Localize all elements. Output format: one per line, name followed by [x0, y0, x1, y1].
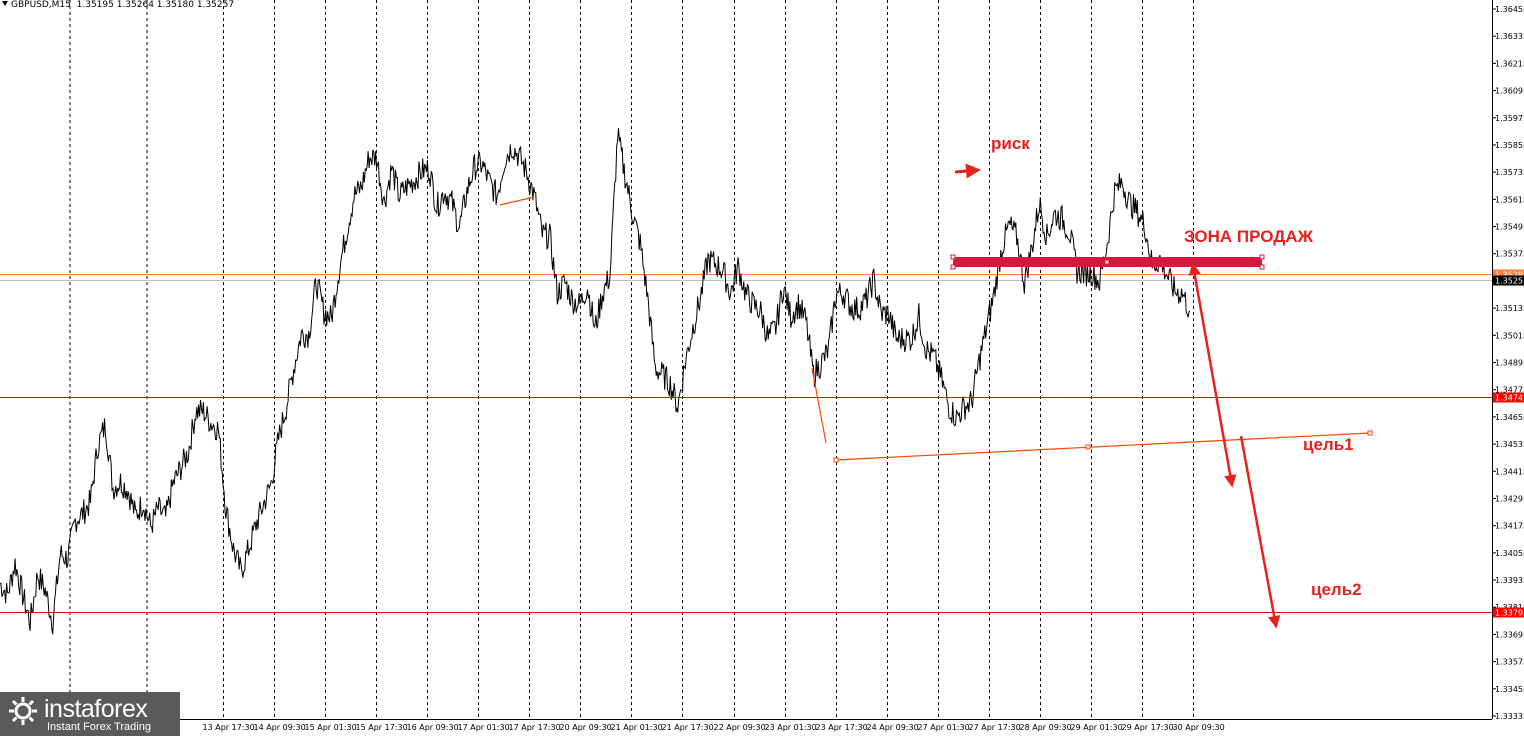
- x-tick-label: 30 Apr 09:30: [1173, 723, 1225, 732]
- chart-grid: [69, 0, 1194, 719]
- x-tick-label: 29 Apr 01:30: [1071, 723, 1123, 732]
- y-tick-label: 1.34415: [1495, 467, 1524, 476]
- y-tick-label: 1.34055: [1495, 549, 1524, 558]
- symbol-info: GBPUSD,M15: [11, 0, 71, 10]
- x-tick-label: 23 Apr 17:30: [816, 723, 868, 732]
- x-tick-label: 27 Apr 01:30: [918, 723, 970, 732]
- target2-label: цель2: [1311, 580, 1362, 599]
- x-tick-label: 27 Apr 17:30: [969, 723, 1021, 732]
- level2-line-tag-bg: [1493, 607, 1524, 618]
- sell-zone-handle: [1259, 264, 1265, 270]
- x-tick-label: 28 Apr 09:30: [1020, 723, 1072, 732]
- x-tick-label: 23 Apr 01:30: [765, 723, 817, 732]
- x-tick-label: 29 Apr 17:30: [1122, 723, 1174, 732]
- y-tick-label: 1.35375: [1495, 250, 1524, 259]
- trendline-handle: [1367, 430, 1373, 436]
- x-tick-label: 17 Apr 17:30: [509, 723, 561, 732]
- target1-arrow: [1188, 262, 1237, 488]
- chart-header: GBPUSD,M15 1.35195 1.35264 1.35180 1.352…: [2, 0, 234, 11]
- level2-line-tag: 1.33792: [1495, 609, 1524, 618]
- y-tick-label: 1.34535: [1495, 440, 1524, 449]
- trendline-handle: [833, 457, 839, 463]
- current-price-tag-bg: [1493, 275, 1524, 286]
- target2-arrow: [1239, 435, 1281, 629]
- current-price-tag: 1.35257: [1495, 277, 1524, 286]
- logo-icon: [9, 697, 37, 725]
- x-tick-label: 22 Apr 09:30: [714, 723, 766, 732]
- short-line: [499, 196, 535, 206]
- x-tick-label: 15 Apr 17:30: [356, 723, 408, 732]
- sell-zone-label: ЗОНА ПРОДАЖ: [1184, 227, 1314, 246]
- y-tick-label: 1.33575: [1495, 658, 1524, 667]
- y-tick-label: 1.34895: [1495, 359, 1524, 368]
- x-tick-label: 16 Apr 09:30: [407, 723, 459, 732]
- sell-zone-handle: [1104, 259, 1110, 265]
- y-tick-label: 1.35615: [1495, 195, 1524, 204]
- y-tick-label: 1.34175: [1495, 522, 1524, 531]
- trendline-handle: [1085, 444, 1091, 450]
- y-tick-label: 1.34295: [1495, 494, 1524, 503]
- y-tick-label: 1.33335: [1495, 712, 1524, 721]
- instaforex-logo: instaforex Instant Forex Trading: [0, 692, 180, 736]
- horizontal-levels: [0, 274, 1492, 613]
- brand-tagline: Instant Forex Trading: [47, 721, 151, 733]
- chevron-down-icon[interactable]: [2, 1, 8, 6]
- y-tick-label: 1.35495: [1495, 223, 1524, 232]
- x-tick-label: 14 Apr 09:30: [254, 723, 306, 732]
- y-tick-label: 1.35135: [1495, 304, 1524, 313]
- y-tick-label: 1.34655: [1495, 413, 1524, 422]
- x-tick-label: 17 Apr 01:30: [458, 723, 510, 732]
- y-tick-label: 1.35735: [1495, 168, 1524, 177]
- target1-label: цель1: [1303, 435, 1354, 454]
- level1-line-tag-bg: [1493, 392, 1524, 403]
- y-tick-label: 1.34775: [1495, 386, 1524, 395]
- sell-zone-handle: [950, 264, 956, 270]
- y-tick-label: 1.35015: [1495, 331, 1524, 340]
- x-tick-label: 21 Apr 01:30: [611, 723, 663, 732]
- risk-label: риск: [991, 134, 1030, 153]
- x-tick-label: 13 Apr 17:30: [203, 723, 255, 732]
- ohlc-readout: 1.35195 1.35264 1.35180 1.35257: [76, 0, 235, 10]
- risk-arrow: [954, 163, 981, 179]
- orange-level-line-tag: 1.35287: [1495, 271, 1524, 280]
- y-tick-label: 1.33455: [1495, 685, 1524, 694]
- y-tick-label: 1.35975: [1495, 114, 1524, 123]
- y-tick-label: 1.36215: [1495, 59, 1524, 68]
- level1-line-tag: 1.34743: [1495, 394, 1524, 403]
- x-tick-label: 21 Apr 17:30: [662, 723, 714, 732]
- x-tick-label: 20 Apr 09:30: [560, 723, 612, 732]
- x-tick-label: 15 Apr 01:30: [305, 723, 357, 732]
- sell-zone-handle: [1259, 254, 1265, 260]
- brand-name: instaforex: [44, 695, 148, 723]
- price-line: [0, 128, 1191, 635]
- support-trendline: [835, 432, 1371, 461]
- price-series: [0, 128, 1191, 635]
- y-tick-label: 1.36455: [1495, 5, 1524, 14]
- chart-drawings: [499, 163, 1373, 629]
- y-tick-label: 1.36095: [1495, 87, 1524, 96]
- x-tick-label: 24 Apr 09:30: [867, 723, 919, 732]
- orange-level-line-tag-bg: [1493, 269, 1524, 280]
- y-tick-label: 1.35855: [1495, 141, 1524, 150]
- y-tick-label: 1.33695: [1495, 630, 1524, 639]
- y-tick-label: 1.36335: [1495, 32, 1524, 41]
- y-tick-label: 1.33935: [1495, 576, 1524, 585]
- drop-line: [811, 367, 827, 444]
- sell-zone-handle: [950, 254, 956, 260]
